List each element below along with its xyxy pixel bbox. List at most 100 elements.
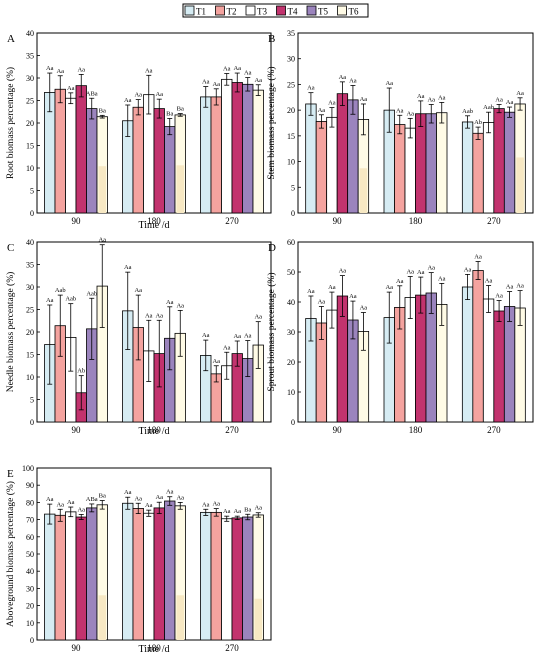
legend-frame bbox=[182, 3, 369, 18]
bar-t3 bbox=[326, 116, 338, 214]
bar-t2 bbox=[210, 96, 222, 214]
x-axis-label: Time /d bbox=[138, 220, 169, 231]
significance-label: Aa bbox=[166, 489, 174, 496]
legend-label-t4: T4 bbox=[288, 7, 298, 17]
significance-label: Ab bbox=[474, 119, 482, 126]
bar-t2 bbox=[132, 106, 144, 214]
significance-label: Aa bbox=[427, 265, 435, 272]
y-tick-label: 20 bbox=[26, 119, 34, 128]
significance-label: Aa bbox=[145, 312, 153, 319]
y-tick-label: 10 bbox=[287, 158, 295, 167]
bar-t4 bbox=[415, 113, 427, 214]
bar-t2 bbox=[132, 508, 144, 641]
panel-letter: C bbox=[7, 242, 14, 254]
bar-t3 bbox=[221, 78, 233, 214]
bar-t3 bbox=[482, 298, 495, 423]
bar-t5 bbox=[86, 108, 98, 214]
bar-t4 bbox=[153, 108, 165, 214]
significance-label: Aa bbox=[244, 333, 252, 340]
significance-label: Aa bbox=[166, 299, 174, 306]
significance-label: Aa bbox=[77, 506, 85, 513]
x-tick-label: 90 bbox=[72, 216, 82, 226]
x-tick-label: 180 bbox=[147, 216, 161, 226]
significance-label: Aa bbox=[124, 489, 132, 496]
significance-label: Aa bbox=[223, 66, 231, 73]
significance-label: Aa bbox=[516, 90, 524, 97]
y-tick-label: 5 bbox=[30, 187, 34, 196]
significance-label: Aa bbox=[233, 508, 241, 515]
bar-t1 bbox=[200, 96, 212, 214]
y-tick-label: 25 bbox=[26, 306, 34, 315]
bar-t2 bbox=[472, 132, 484, 214]
x-tick-label: 90 bbox=[72, 425, 82, 435]
legend-swatch-t2 bbox=[215, 5, 225, 16]
significance-label: Ba bbox=[244, 506, 251, 513]
y-tick-label: 30 bbox=[287, 55, 295, 64]
y-tick-label: 90 bbox=[26, 481, 34, 490]
y-tick-label: 15 bbox=[26, 142, 34, 151]
x-tick-label: 270 bbox=[225, 216, 239, 226]
y-tick-label: 70 bbox=[26, 516, 34, 525]
y-tick-label: 30 bbox=[287, 328, 295, 337]
significance-label: Aa bbox=[506, 284, 514, 291]
bar-t1 bbox=[461, 286, 474, 423]
x-tick-label: 270 bbox=[487, 216, 501, 226]
bar-t2 bbox=[472, 270, 484, 423]
bar-t5 bbox=[164, 126, 176, 214]
significance-label: Ba bbox=[177, 106, 184, 113]
significance-label: Aa bbox=[56, 501, 64, 508]
bar-t1 bbox=[200, 511, 212, 641]
y-tick-label: 30 bbox=[26, 74, 34, 83]
inner-bar bbox=[176, 595, 184, 640]
y-tick-label: 10 bbox=[26, 164, 34, 173]
significance-label: Aa bbox=[406, 110, 414, 117]
x-tick-label: 180 bbox=[409, 425, 423, 435]
significance-label: Aab bbox=[65, 296, 76, 303]
panel-letter: B bbox=[268, 33, 275, 45]
significance-label: Aa bbox=[176, 302, 184, 309]
x-tick-label: 90 bbox=[72, 643, 82, 653]
x-tick-label: 180 bbox=[147, 643, 161, 653]
y-tick-label: 30 bbox=[26, 283, 34, 292]
y-tick-label: 25 bbox=[287, 80, 295, 89]
y-tick-label: 20 bbox=[26, 602, 34, 611]
y-tick-label: 15 bbox=[26, 351, 34, 360]
significance-label: Aa bbox=[46, 65, 54, 72]
y-tick-label: 0 bbox=[30, 418, 34, 427]
significance-label: Aa bbox=[464, 266, 472, 273]
y-tick-label: 20 bbox=[287, 106, 295, 115]
bar-t2 bbox=[394, 124, 406, 214]
significance-label: Aa bbox=[349, 293, 357, 300]
y-tick-label: 20 bbox=[287, 358, 295, 367]
y-tick-label: 50 bbox=[287, 268, 295, 277]
significance-label: Aa bbox=[307, 288, 315, 295]
significance-label: Aa bbox=[145, 67, 153, 74]
panel-d: D 0 10 20 30 40 50 60 Sprout biomass percentage … bbox=[266, 238, 534, 435]
significance-label: Aab bbox=[86, 290, 97, 297]
significance-label: Aa bbox=[223, 508, 231, 515]
bar-t6 bbox=[252, 89, 264, 214]
significance-label: Aab bbox=[55, 287, 66, 294]
inner-bar bbox=[98, 166, 106, 213]
x-tick-label: 270 bbox=[225, 643, 239, 653]
significance-label: Aa bbox=[98, 237, 106, 244]
y-tick-label: 10 bbox=[26, 373, 34, 382]
significance-label: Aa bbox=[318, 107, 326, 114]
y-axis-label: Sprout biomass percentage (%) bbox=[266, 273, 277, 392]
significance-label: Aa bbox=[417, 93, 425, 100]
bar-t1 bbox=[305, 103, 317, 214]
panel-letter: D bbox=[268, 242, 276, 254]
bar-t5 bbox=[164, 500, 176, 641]
significance-label: Aab bbox=[462, 108, 473, 115]
significance-label: Aa bbox=[212, 501, 220, 508]
significance-label: Aa bbox=[202, 332, 210, 339]
y-tick-label: 0 bbox=[291, 209, 295, 218]
y-axis-label: Root biomass percentage (%) bbox=[5, 67, 16, 179]
y-tick-label: 80 bbox=[26, 498, 34, 507]
significance-label: Aa bbox=[46, 297, 54, 304]
significance-label: Aa bbox=[318, 299, 326, 306]
significance-label: Aa bbox=[360, 96, 368, 103]
y-tick-label: 0 bbox=[291, 418, 295, 427]
significance-label: Aa bbox=[360, 305, 368, 312]
y-tick-label: 25 bbox=[26, 97, 34, 106]
